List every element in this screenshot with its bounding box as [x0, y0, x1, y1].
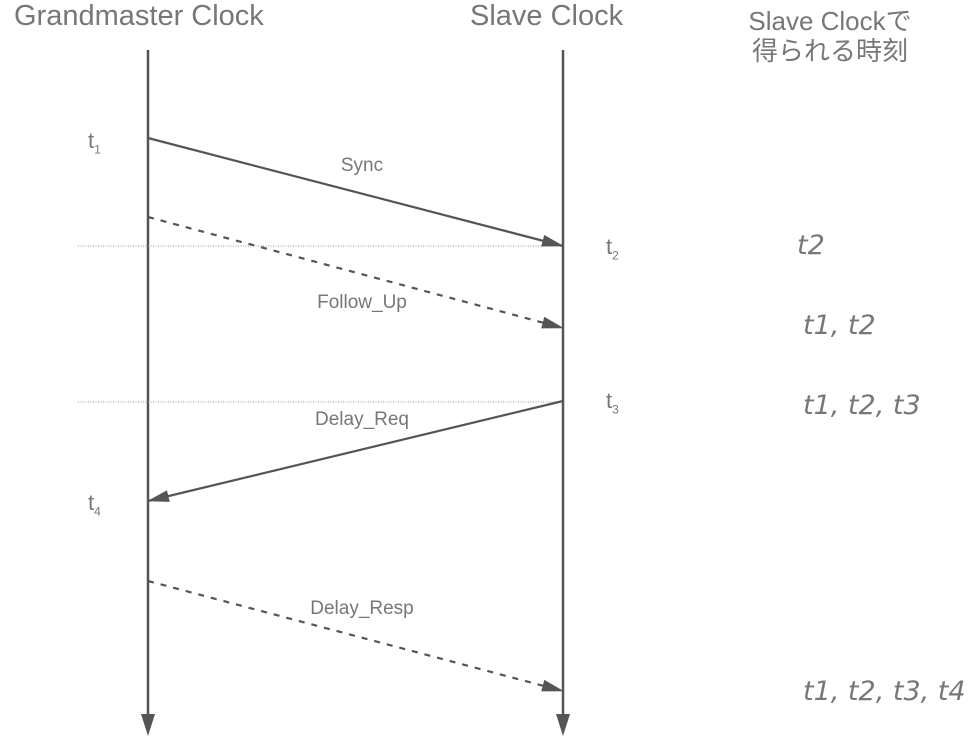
grandmaster-header: Grandmaster Clock [14, 0, 264, 32]
timestamp-base: t [88, 128, 95, 153]
slave-header: Slave Clock [470, 0, 624, 32]
timestamp-t3: t3 [606, 388, 619, 416]
timestamp-sub: 4 [94, 504, 101, 519]
obtained-after-delay-req: t1, t2, t3 [803, 390, 921, 421]
obtained-header-line1: Slave Clockで [748, 6, 912, 36]
obtained-header-line2: 得られる時刻 [751, 36, 908, 66]
sync-label: Sync [340, 155, 384, 176]
delay-req-arrow [147, 399, 564, 503]
grandmaster-timeline-arrow-icon [141, 714, 155, 736]
timestamp-base: t [606, 234, 613, 259]
timestamp-t4: t4 [88, 490, 101, 518]
follow-up-label: Follow_Up [317, 292, 407, 313]
timestamp-base: t [88, 490, 95, 515]
sync-arrow [147, 136, 564, 248]
timestamp-sub: 2 [612, 248, 619, 263]
timestamp-sub: 3 [612, 402, 619, 417]
timestamp-base: t [606, 388, 613, 413]
delay-resp-label: Delay_Resp [310, 598, 414, 619]
obtained-after-sync: t2 [797, 230, 825, 261]
timestamp-sub: 1 [94, 142, 101, 157]
slave-timeline-arrow-icon [556, 714, 570, 736]
timestamp-t2: t2 [606, 234, 619, 262]
obtained-header: Slave Clockで 得られる時刻 [705, 6, 955, 66]
delay-req-label: Delay_Req [315, 409, 409, 430]
timestamp-t1: t1 [88, 128, 101, 156]
obtained-after-delay-resp: t1, t2, t3, t4 [803, 676, 966, 707]
obtained-after-follow-up: t1, t2 [803, 310, 876, 341]
